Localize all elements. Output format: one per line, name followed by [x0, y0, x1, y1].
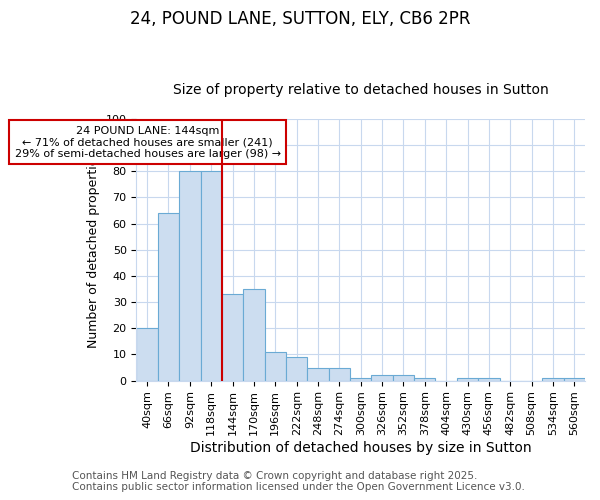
- Y-axis label: Number of detached properties: Number of detached properties: [87, 152, 100, 348]
- Text: 24 POUND LANE: 144sqm
← 71% of detached houses are smaller (241)
29% of semi-det: 24 POUND LANE: 144sqm ← 71% of detached …: [14, 126, 281, 158]
- Title: Size of property relative to detached houses in Sutton: Size of property relative to detached ho…: [173, 83, 548, 97]
- Bar: [136, 328, 158, 380]
- Bar: [329, 368, 350, 380]
- Bar: [200, 172, 222, 380]
- Bar: [179, 172, 200, 380]
- Text: 24, POUND LANE, SUTTON, ELY, CB6 2PR: 24, POUND LANE, SUTTON, ELY, CB6 2PR: [130, 10, 470, 28]
- Bar: [286, 357, 307, 380]
- Bar: [393, 376, 414, 380]
- X-axis label: Distribution of detached houses by size in Sutton: Distribution of detached houses by size …: [190, 441, 532, 455]
- Bar: [371, 376, 393, 380]
- Bar: [414, 378, 436, 380]
- Bar: [158, 213, 179, 380]
- Bar: [478, 378, 500, 380]
- Bar: [542, 378, 563, 380]
- Bar: [222, 294, 243, 380]
- Bar: [307, 368, 329, 380]
- Bar: [265, 352, 286, 380]
- Bar: [243, 289, 265, 380]
- Bar: [457, 378, 478, 380]
- Text: Contains HM Land Registry data © Crown copyright and database right 2025.
Contai: Contains HM Land Registry data © Crown c…: [72, 471, 525, 492]
- Bar: [563, 378, 585, 380]
- Bar: [350, 378, 371, 380]
